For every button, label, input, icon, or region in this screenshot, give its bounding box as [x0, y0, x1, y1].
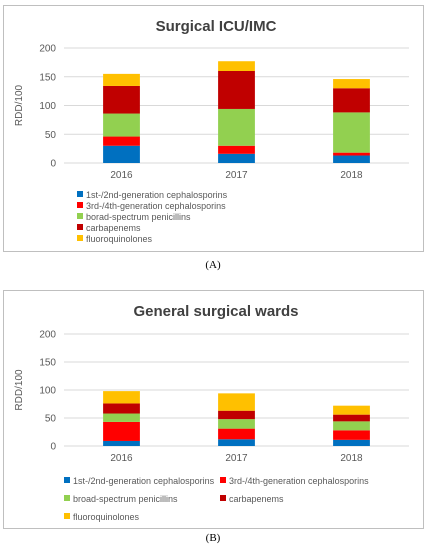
chart-b-legend-swatch	[64, 495, 70, 501]
chart-b-bar-2016-series-1	[103, 440, 140, 446]
chart-a-ylabel: RDD/100	[14, 85, 25, 127]
chart-a-legend-swatch	[77, 224, 83, 230]
chart-b-ytick-label: 0	[50, 442, 56, 453]
chart-b-ylabel: RDD/100	[14, 369, 25, 411]
chart-b-title: General surgical wards	[133, 303, 298, 320]
chart-b-legend-swatch	[220, 477, 226, 483]
chart-b-bar-2017-series-3	[218, 419, 255, 429]
chart-a-bar-2018-series-3	[333, 112, 370, 153]
chart-a-legend-label: borad-spectrum penicillins	[86, 212, 191, 222]
chart-b-bar-2017-series-5	[218, 393, 255, 411]
chart-a-xtick-label: 2017	[225, 170, 248, 181]
chart-a-legend-label: fluoroquinolones	[86, 234, 153, 244]
chart-b-legend-label: 1st-/2nd-generation cephalosporins	[73, 476, 215, 486]
chart-b-xtick-label: 2017	[225, 453, 248, 464]
chart-b-legend-label: carbapenems	[229, 494, 284, 504]
caption-a: (A)	[205, 259, 221, 271]
chart-a-bar-2017-series-2	[218, 145, 255, 154]
chart-a-legend-label: 1st-/2nd-generation cephalosporins	[86, 190, 228, 200]
caption-b: (B)	[205, 532, 221, 544]
chart-a-legend-swatch	[77, 191, 83, 197]
chart-b-bar-2017-series-2	[218, 428, 255, 440]
chart-b-bar-2018-series-4	[333, 414, 370, 422]
chart-a-bar-2016-series-3	[103, 113, 140, 137]
chart-a-legend-swatch	[77, 213, 83, 219]
chart-b-bar-2018-series-1	[333, 439, 370, 446]
chart-a-bar-2018-series-2	[333, 152, 370, 156]
chart-b-bar-2017-series-1	[218, 439, 255, 446]
chart-panel-a: Surgical ICU/IMC 0 50 100 150 200 RDD/100 2016 2…	[3, 5, 424, 252]
chart-b-legend-label: 3rd-/4th-generation cephalosporins	[229, 476, 369, 486]
chart-b-bar-2017-series-4	[218, 410, 255, 420]
chart-a-ytick-label: 50	[45, 130, 57, 141]
chart-b-legend-swatch	[64, 513, 70, 519]
chart-b-ytick-label: 50	[45, 414, 57, 425]
chart-a-legend-label: 3rd-/4th-generation cephalosporins	[86, 201, 226, 211]
chart-b-legend-swatch	[64, 477, 70, 483]
chart-b-ytick-label: 150	[39, 358, 56, 369]
chart-a-bar-2016-series-4	[103, 85, 140, 114]
chart-a-title: Surgical ICU/IMC	[156, 18, 277, 35]
chart-b-xtick-label: 2016	[110, 453, 133, 464]
chart-a-ytick-label: 150	[39, 72, 56, 83]
chart-b-legend-label: fluoroquinolones	[73, 512, 140, 522]
chart-a-legend-label: carbapenems	[86, 223, 141, 233]
chart-b-bar-2018-series-2	[333, 430, 370, 440]
chart-a-legend-swatch	[77, 202, 83, 208]
chart-panel-b: General surgical wards 0 50 100 150 200 RDD/10…	[3, 290, 424, 529]
chart-a-bar-2016-series-1	[103, 145, 140, 163]
chart-a-bar-2018-series-5	[333, 79, 370, 89]
chart-a-bar-2016-series-2	[103, 136, 140, 146]
chart-a-bar-2017-series-3	[218, 108, 255, 146]
chart-b-bar-2018-series-3	[333, 421, 370, 431]
chart-a-bar-2017-series-5	[218, 61, 255, 71]
chart-b-bar-2016-series-4	[103, 403, 140, 414]
chart-a-ytick-label: 0	[50, 159, 56, 170]
chart-a-bar-2017-series-1	[218, 153, 255, 163]
chart-a-xtick-label: 2018	[340, 170, 363, 181]
chart-b-bar-2018-series-5	[333, 405, 370, 415]
chart-b-svg: General surgical wards 0 50 100 150 200 RDD/10…	[14, 303, 409, 522]
chart-a-bar-2016-series-5	[103, 73, 140, 86]
chart-a-xtick-label: 2016	[110, 170, 133, 181]
chart-b-bar-2016-series-2	[103, 421, 140, 441]
chart-a-bar-2017-series-4	[218, 71, 255, 109]
chart-b-xtick-label: 2018	[340, 453, 363, 464]
chart-b-bar-2016-series-3	[103, 413, 140, 422]
chart-a-bar-2018-series-1	[333, 155, 370, 163]
chart-a-svg: Surgical ICU/IMC 0 50 100 150 200 RDD/100 2016 2…	[14, 18, 409, 244]
chart-b-legend-label: broad-spectrum penicillins	[73, 494, 178, 504]
chart-b-bar-2016-series-5	[103, 391, 140, 404]
chart-a-legend-swatch	[77, 235, 83, 241]
chart-a-bar-2018-series-4	[333, 88, 370, 113]
chart-a-ytick-label: 200	[39, 44, 56, 55]
chart-a-ytick-label: 100	[39, 101, 56, 112]
chart-b-legend-swatch	[220, 495, 226, 501]
chart-b-ytick-label: 200	[39, 330, 56, 341]
chart-b-ytick-label: 100	[39, 386, 56, 397]
